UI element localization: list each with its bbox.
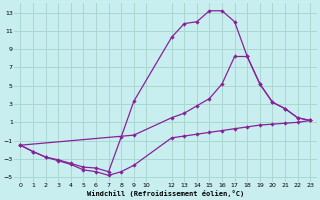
X-axis label: Windchill (Refroidissement éolien,°C): Windchill (Refroidissement éolien,°C): [87, 190, 244, 197]
